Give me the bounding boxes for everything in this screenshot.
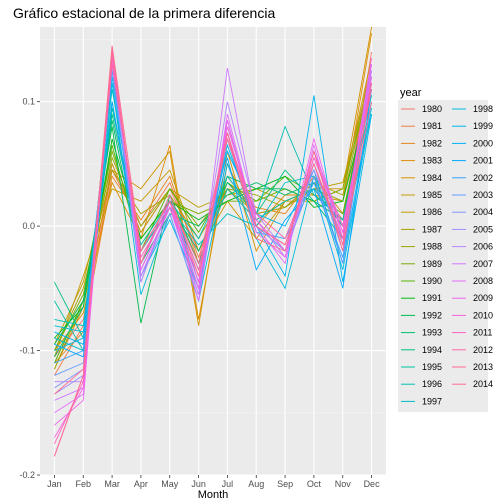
legend-label-1986: 1986	[422, 207, 442, 217]
legend-label-1982: 1982	[422, 138, 442, 148]
legend-label-1985: 1985	[422, 190, 442, 200]
legend-label-2012: 2012	[473, 345, 493, 355]
series-lines	[53, 26, 373, 457]
x-axis: Jan Feb Mar Apr May Jun Jul Aug Sep Oct Nov Dec	[47, 475, 380, 489]
x-tick-label: Mar	[104, 479, 120, 489]
legend-label-1981: 1981	[422, 121, 442, 131]
x-tick-label: May	[161, 479, 179, 489]
legend-label-2004: 2004	[473, 207, 493, 217]
legend-label-2006: 2006	[473, 242, 493, 252]
x-tick-label: Aug	[248, 479, 264, 489]
chart-title: Gráfico estacional de la primera diferen…	[13, 5, 275, 21]
x-tick-label: Oct	[307, 479, 322, 489]
legend: 1980 1981 1982 1983 1984 1985 1986 1987 1988 1989…	[398, 100, 493, 412]
legend-label-2000: 2000	[473, 138, 493, 148]
legend-label-1994: 1994	[422, 345, 442, 355]
legend-label-2011: 2011	[473, 328, 492, 338]
x-tick-label: Apr	[134, 479, 148, 489]
x-tick-label: Sep	[277, 479, 293, 489]
series-line-2014	[54, 51, 373, 395]
legend-label-1996: 1996	[422, 379, 442, 389]
y-axis: -0.2 -0.1 0.0 0.1	[19, 97, 40, 480]
legend-label-1991: 1991	[422, 293, 442, 303]
legend-label-1983: 1983	[422, 156, 442, 166]
legend-label-2009: 2009	[473, 293, 493, 303]
legend-label-1993: 1993	[422, 328, 442, 338]
series-line-1984	[53, 26, 373, 370]
x-tick-label: Nov	[335, 479, 352, 489]
legend-label-2014: 2014	[473, 379, 493, 389]
legend-label-1984: 1984	[422, 173, 442, 183]
series-line-2001	[54, 89, 373, 358]
legend-label-2007: 2007	[473, 259, 493, 269]
x-axis-title: Month	[198, 489, 229, 501]
y-tick-label: -0.1	[19, 346, 35, 356]
legend-label-2002: 2002	[473, 173, 493, 183]
legend-label-1995: 1995	[422, 362, 442, 372]
legend-label-2010: 2010	[473, 310, 493, 320]
legend-label-2008: 2008	[473, 276, 493, 286]
x-tick-label: Feb	[75, 479, 91, 489]
legend-label-2003: 2003	[473, 190, 493, 200]
x-tick-label: Jun	[191, 479, 206, 489]
legend-label-1999: 1999	[473, 121, 493, 131]
legend-label-1990: 1990	[422, 276, 442, 286]
legend-label-1992: 1992	[422, 310, 442, 320]
legend-label-2013: 2013	[473, 362, 493, 372]
x-tick-label: Dec	[364, 479, 381, 489]
legend-label-1980: 1980	[422, 104, 442, 114]
x-tick-label: Jan	[47, 479, 62, 489]
legend-label-1987: 1987	[422, 224, 442, 234]
grid-lines	[40, 27, 386, 476]
legend-label-2005: 2005	[473, 224, 493, 234]
legend-label-2001: 2001	[473, 156, 493, 166]
legend-key-background	[398, 100, 488, 412]
legend-label-1998: 1998	[473, 104, 493, 114]
legend-title: year	[400, 87, 422, 99]
legend-label-1997: 1997	[422, 396, 442, 406]
y-tick-label: 0.0	[22, 221, 35, 231]
legend-label-1989: 1989	[422, 259, 442, 269]
x-tick-label: Jul	[222, 479, 234, 489]
legend-label-1988: 1988	[422, 242, 442, 252]
y-tick-label: 0.1	[22, 97, 35, 107]
y-tick-label: -0.2	[19, 470, 35, 480]
